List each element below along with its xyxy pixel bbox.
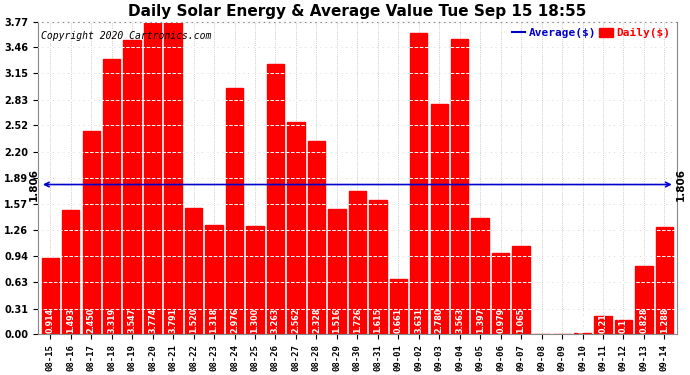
Bar <box>615 320 632 334</box>
Bar <box>656 228 673 334</box>
Text: 1.520: 1.520 <box>189 308 198 333</box>
Bar <box>308 141 325 334</box>
Text: 2.328: 2.328 <box>312 307 321 333</box>
Text: 2.562: 2.562 <box>291 307 300 333</box>
Bar <box>185 208 202 334</box>
Bar <box>574 333 591 334</box>
Bar <box>635 266 653 334</box>
Bar <box>431 104 448 334</box>
Text: 3.631: 3.631 <box>414 308 423 333</box>
Text: 2.780: 2.780 <box>435 307 444 333</box>
Text: 1.397: 1.397 <box>475 308 484 333</box>
Text: 3.547: 3.547 <box>128 308 137 333</box>
Bar <box>492 253 509 334</box>
Bar <box>124 40 141 334</box>
Bar <box>410 33 428 334</box>
Text: 0.979: 0.979 <box>496 308 505 333</box>
Bar <box>226 87 244 334</box>
Text: Copyright 2020 Cartronics.com: Copyright 2020 Cartronics.com <box>41 31 212 41</box>
Text: 0.661: 0.661 <box>394 308 403 333</box>
Bar <box>369 200 386 334</box>
Legend: Average($), Daily($): Average($), Daily($) <box>511 27 671 40</box>
Text: 0.216: 0.216 <box>598 308 607 333</box>
Text: 1.288: 1.288 <box>660 307 669 333</box>
Bar <box>287 122 305 334</box>
Bar <box>83 131 100 334</box>
Text: 3.791: 3.791 <box>168 308 177 333</box>
Text: 1.516: 1.516 <box>333 308 342 333</box>
Text: 1.615: 1.615 <box>373 308 382 333</box>
Text: 1.300: 1.300 <box>250 308 259 333</box>
Bar <box>594 316 612 334</box>
Text: 1.318: 1.318 <box>210 308 219 333</box>
Text: 3.774: 3.774 <box>148 308 157 333</box>
Bar <box>144 21 161 334</box>
Bar <box>164 20 182 334</box>
Text: 2.976: 2.976 <box>230 308 239 333</box>
Text: 3.563: 3.563 <box>455 308 464 333</box>
Bar <box>206 225 223 334</box>
Bar <box>41 258 59 334</box>
Text: 1.806: 1.806 <box>676 168 686 201</box>
Text: 0.828: 0.828 <box>640 307 649 333</box>
Text: 1.806: 1.806 <box>29 168 39 201</box>
Text: 1.065: 1.065 <box>517 308 526 333</box>
Bar <box>390 279 407 334</box>
Bar <box>348 191 366 334</box>
Bar <box>267 64 284 334</box>
Text: 0.177: 0.177 <box>619 308 628 333</box>
Bar <box>471 218 489 334</box>
Bar <box>451 39 469 334</box>
Text: 3.319: 3.319 <box>107 308 116 333</box>
Title: Daily Solar Energy & Average Value Tue Sep 15 18:55: Daily Solar Energy & Average Value Tue S… <box>128 4 586 19</box>
Bar <box>513 246 530 334</box>
Text: 3.263: 3.263 <box>271 308 280 333</box>
Text: 0.010: 0.010 <box>578 308 587 333</box>
Text: 1.493: 1.493 <box>66 308 75 333</box>
Text: 2.450: 2.450 <box>87 308 96 333</box>
Text: 1.726: 1.726 <box>353 308 362 333</box>
Text: 0.914: 0.914 <box>46 308 55 333</box>
Bar <box>62 210 79 334</box>
Bar <box>328 209 346 334</box>
Bar <box>103 59 121 334</box>
Bar <box>246 226 264 334</box>
